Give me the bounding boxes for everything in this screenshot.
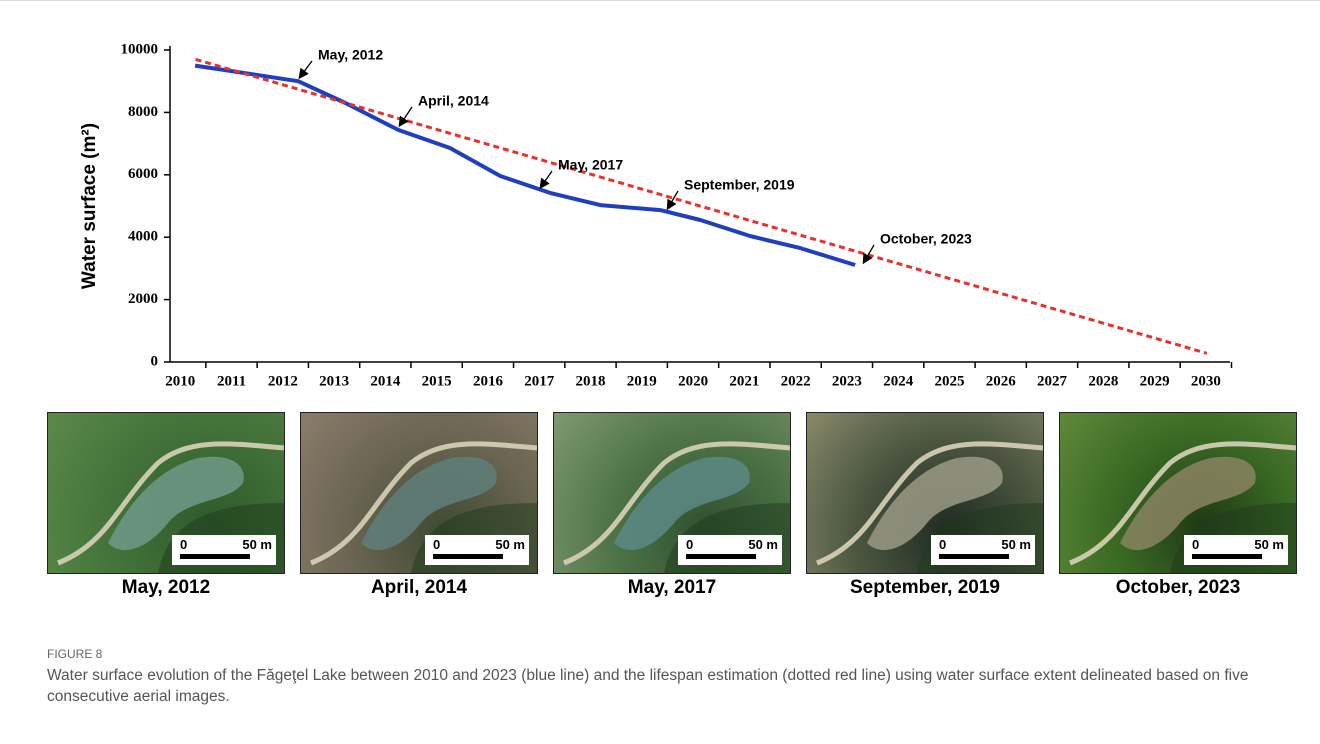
- y-tick-label: 8000: [128, 104, 158, 120]
- aerial-image: 0 50 m: [1059, 412, 1297, 574]
- scale-start: 0: [180, 537, 187, 552]
- x-tick-label: 2015: [422, 373, 452, 389]
- scale-bar: 0 50 m: [425, 535, 529, 565]
- panel-label: April, 2014: [300, 577, 538, 599]
- x-tick-label: 2030: [1191, 373, 1221, 389]
- scale-start: 0: [939, 537, 946, 552]
- x-tick-label: 2024: [883, 373, 914, 389]
- panel-label: May, 2012: [47, 577, 285, 599]
- chart: Water surface (m²) 0 2000 4000 6000 8000 1000…: [0, 0, 1320, 400]
- annotation-arrow: [864, 245, 874, 262]
- x-tick-label: 2010: [165, 373, 195, 389]
- caption-text: Water surface evolution of the Făgeţel L…: [47, 665, 1297, 707]
- aerial-image: 0 50 m: [553, 412, 791, 574]
- y-tick-label: 6000: [128, 166, 158, 182]
- x-tick-label: 2014: [370, 373, 401, 389]
- page: {"chart_data": {"type": "line", "ylabel"…: [0, 0, 1320, 744]
- scale-line: [433, 554, 503, 559]
- scale-start: 0: [433, 537, 440, 552]
- annotation: September, 2019: [684, 177, 795, 193]
- x-tick-label: 2027: [1037, 373, 1068, 389]
- aerial-image: 0 50 m: [300, 412, 538, 574]
- x-tick-label: 2019: [627, 373, 657, 389]
- x-tick-label: 2011: [217, 373, 246, 389]
- x-tick-label: 2022: [781, 373, 811, 389]
- scale-bar: 0 50 m: [172, 535, 276, 565]
- x-tick-label: 2029: [1140, 373, 1170, 389]
- x-tick-label: 2021: [729, 373, 759, 389]
- caption-label: FIGURE 8: [47, 647, 102, 661]
- x-tick-label: 2025: [934, 373, 964, 389]
- annotation-arrow: [541, 171, 552, 187]
- scale-bar: 0 50 m: [931, 535, 1035, 565]
- annotation: May, 2012: [318, 47, 383, 63]
- scale-line: [686, 554, 756, 559]
- annotation: April, 2014: [418, 93, 489, 109]
- figure: Water surface (m²) 0 2000 4000 6000 8000 1000…: [0, 0, 1320, 744]
- x-tick-label: 2018: [576, 373, 606, 389]
- aerial-image: 0 50 m: [806, 412, 1044, 574]
- panel-label: May, 2017: [553, 577, 791, 599]
- y-tick-label: 2000: [128, 291, 158, 307]
- scale-end: 50 m: [242, 537, 272, 552]
- x-tick-label: 2017: [524, 373, 555, 389]
- x-tick-label: 2012: [268, 373, 298, 389]
- y-tick-label: 0: [151, 353, 159, 369]
- scale-line: [180, 554, 250, 559]
- scale-line: [939, 554, 1009, 559]
- y-tick-label: 4000: [128, 229, 158, 245]
- aerial-image: 0 50 m: [47, 412, 285, 574]
- x-tick-label: 2023: [832, 373, 862, 389]
- x-tick-label: 2016: [473, 373, 504, 389]
- scale-end: 50 m: [1001, 537, 1031, 552]
- annotation-arrow: [300, 61, 312, 77]
- annotation: May, 2017: [558, 157, 623, 173]
- scale-end: 50 m: [748, 537, 778, 552]
- scale-start: 0: [1192, 537, 1199, 552]
- y-tick-label: 10000: [121, 41, 159, 57]
- scale-line: [1192, 554, 1262, 559]
- data-line: [195, 66, 855, 265]
- panel-label: October, 2023: [1059, 577, 1297, 599]
- panel-label: September, 2019: [806, 577, 1044, 599]
- scale-end: 50 m: [1254, 537, 1284, 552]
- scale-bar: 0 50 m: [678, 535, 782, 565]
- x-tick-label: 2013: [319, 373, 349, 389]
- x-tick-label: 2028: [1088, 373, 1118, 389]
- x-tick-label: 2020: [678, 373, 708, 389]
- y-axis-label: Water surface (m²): [79, 123, 100, 289]
- scale-end: 50 m: [495, 537, 525, 552]
- x-tick-label: 2026: [986, 373, 1017, 389]
- scale-start: 0: [686, 537, 693, 552]
- scale-bar: 0 50 m: [1184, 535, 1288, 565]
- annotation: October, 2023: [880, 231, 972, 247]
